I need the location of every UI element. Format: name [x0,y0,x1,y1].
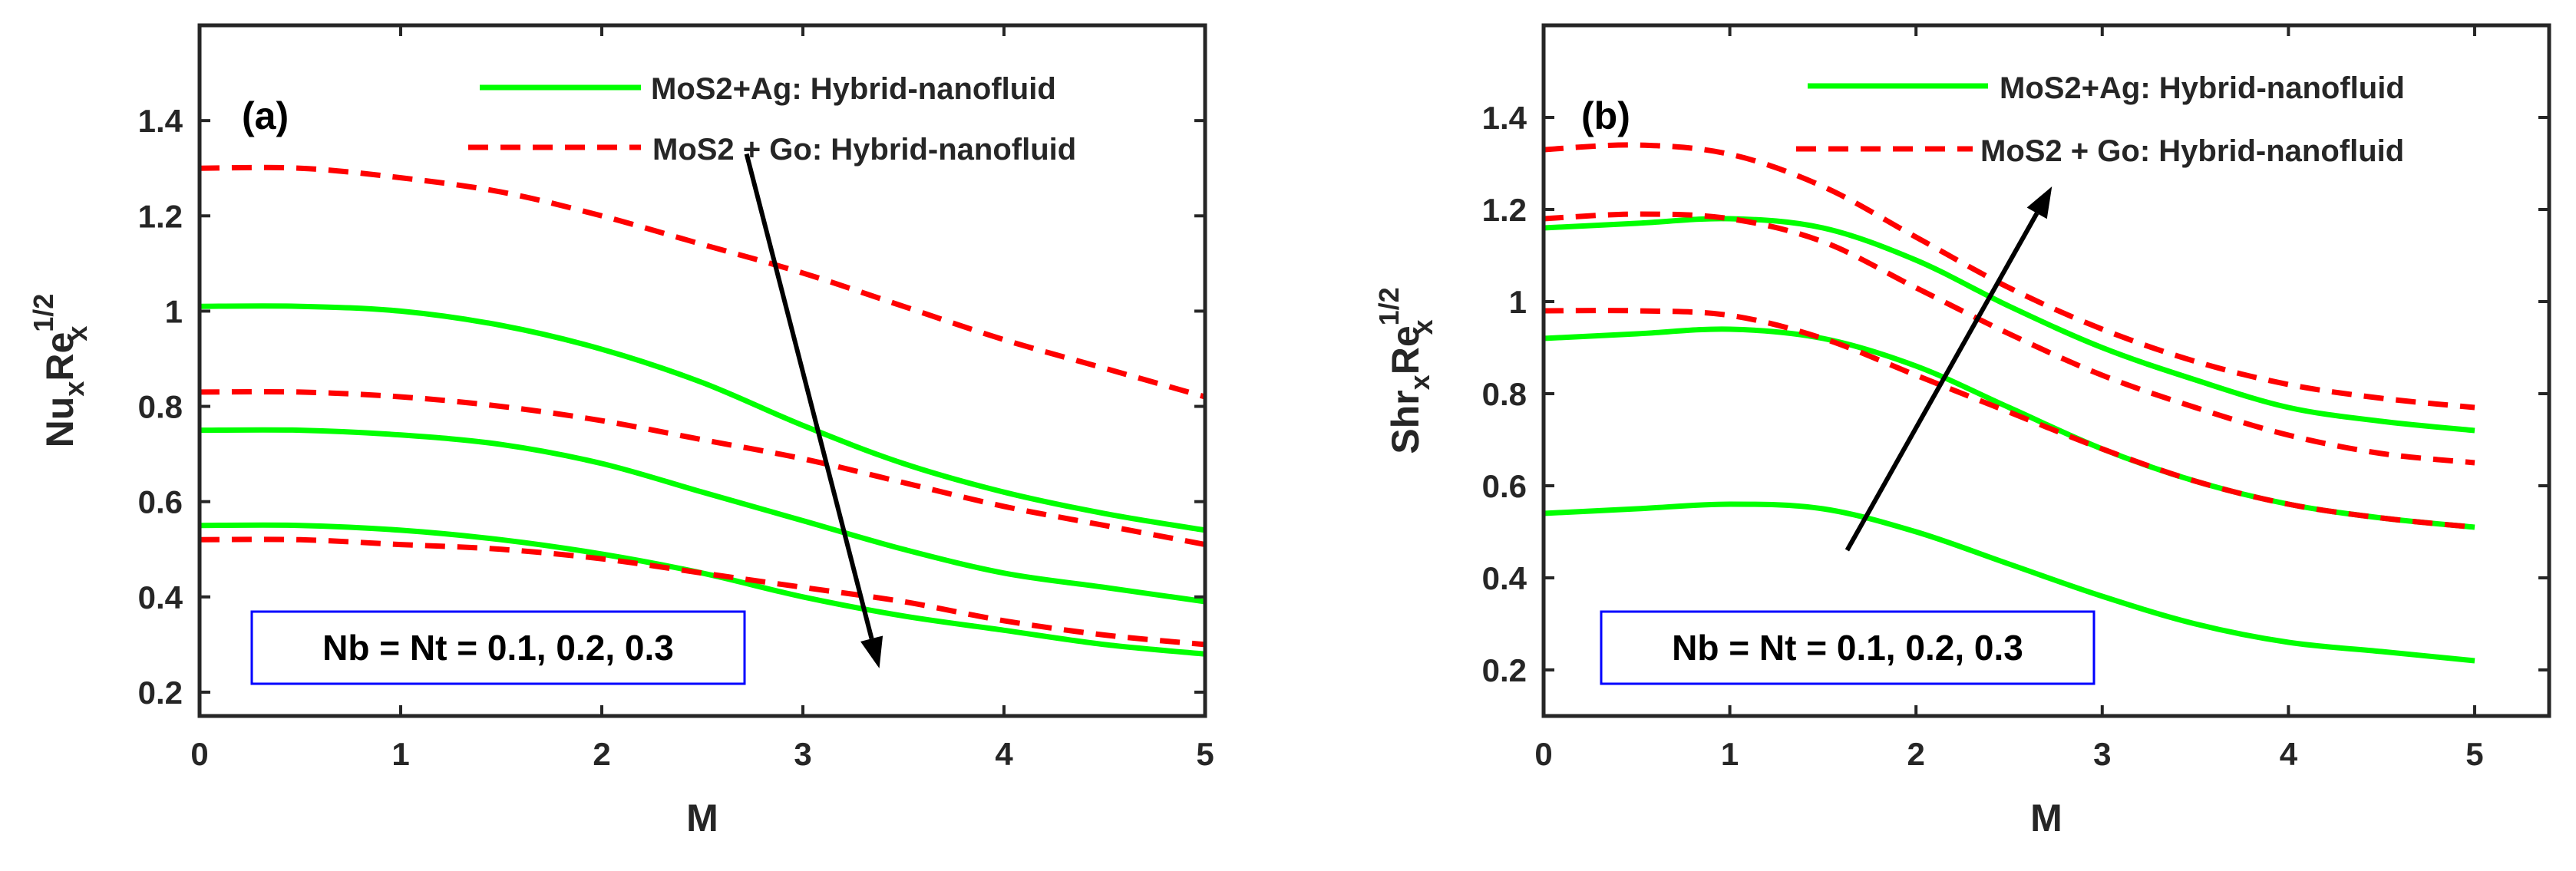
y-tick-label: 0.6 [138,484,183,520]
y-tick-label: 1 [165,293,183,329]
trend-arrow-head [2026,186,2053,219]
annotation-box [1600,610,2095,685]
x-tick-label: 4 [2280,736,2298,772]
x-tick-label: 3 [794,736,811,772]
y-axis-label-base: Nu [38,397,81,448]
trend-arrow-shaft [744,153,874,639]
x-tick-label: 2 [1907,736,1925,772]
trend-arrow-shaft [1844,212,2039,552]
y-axis-label-subscript: x [1404,374,1435,390]
chart-panel-b: 0 1 2 3 4 50.20.40.60.811.21.4MShrxRe1/2x(b)M… [1373,23,2551,840]
series-line-solid-1 [199,427,1206,605]
axes-frame [1541,23,2551,718]
y-tick-label: 0.2 [138,675,183,711]
y-axis-label-superscript: 1/2 [28,294,59,332]
y-tick-label: 0.6 [1482,468,1527,504]
x-axis-label: M [2030,797,2062,840]
y-axis-label-subscript-2: x [61,326,93,341]
x-tick-label: 4 [995,736,1013,772]
x-axis-label: M [686,797,718,840]
series-line-dashed-5 [1543,308,2475,530]
x-tick-label: 5 [2465,736,2483,772]
series-line-solid-0 [1543,216,2475,434]
y-tick-label: 0.2 [1482,652,1527,688]
y-tick-label: 0.4 [138,579,183,615]
trend-arrow-head [860,635,883,668]
panel-label: (a) [242,94,289,137]
y-axis-label: ShrxRe1/2x [1373,287,1438,454]
x-tick-label: 5 [1196,736,1214,772]
series-line-solid-2 [1543,501,2475,664]
series-line-dashed-3 [199,164,1206,400]
y-tick-label: 0.8 [138,389,183,425]
series-line-solid-0 [199,303,1206,533]
y-tick-label: 0.4 [1482,560,1527,596]
axes-frame [197,23,1207,718]
chart-panel-a: 0 1 2 3 4 50.20.40.60.811.21.4MNuxRe1/2x(a)Mo… [28,23,1214,840]
y-axis-label-superscript: 1/2 [1373,287,1405,325]
y-tick-label: 0.8 [1482,376,1527,412]
y-axis-label-mid: Re [1384,325,1427,374]
annotation-box [250,610,746,685]
y-axis-label: NuxRe1/2x [28,294,93,448]
y-tick-label: 1.4 [138,103,183,139]
panel-label: (b) [1581,94,1630,137]
legend-label: MoS2+Ag: Hybrid-nanofluid [2000,71,2405,105]
y-axis-label-base: Shr [1384,390,1427,454]
annotation-text: Nb = Nt = 0.1, 0.2, 0.3 [1672,628,2023,668]
series-line-dashed-3 [1543,142,2475,411]
legend-label: MoS2 + Go: Hybrid-nanofluid [652,133,1076,167]
x-tick-label: 1 [1721,736,1739,772]
x-tick-label: 0 [1534,736,1552,772]
y-tick-label: 1.4 [1482,100,1527,136]
x-tick-label: 3 [2093,736,2111,772]
x-tick-label: 0 [190,736,208,772]
y-axis-label-subscript: x [58,381,90,397]
annotation-text: Nb = Nt = 0.1, 0.2, 0.3 [322,628,674,668]
series-line-dashed-4 [199,388,1206,548]
y-axis-label-subscript-2: x [1407,319,1438,335]
series-line-solid-2 [199,522,1206,657]
y-tick-label: 1.2 [138,198,183,234]
legend-label: MoS2+Ag: Hybrid-nanofluid [651,72,1056,106]
series-line-dashed-5 [199,536,1206,648]
x-tick-label: 2 [593,736,610,772]
y-axis-label-mid: Re [38,332,81,381]
y-tick-label: 1.2 [1482,192,1527,228]
legend-label: MoS2 + Go: Hybrid-nanofluid [1980,134,2404,168]
x-tick-label: 1 [391,736,409,772]
series-line-dashed-4 [1543,211,2475,466]
y-tick-label: 1 [1509,284,1527,320]
